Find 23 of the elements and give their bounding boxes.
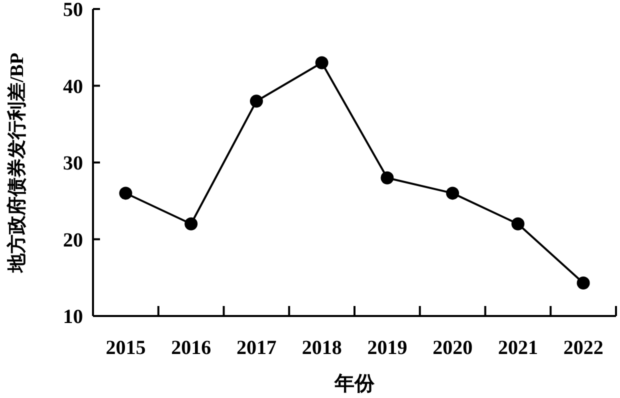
point <box>446 186 460 200</box>
x-tick-label: 2018 <box>302 337 342 359</box>
y-tick-label: 40 <box>63 76 83 98</box>
x-axis-title: 年份 <box>334 373 376 395</box>
y-tick-label: 50 <box>63 0 83 21</box>
x-tick-label: 2016 <box>171 337 212 359</box>
x-tick-label: 2017 <box>236 337 276 359</box>
y-tick-label: 20 <box>63 229 83 252</box>
point <box>315 56 328 70</box>
x-tick-label: 2022 <box>563 337 604 359</box>
y-axis-title: 地方政府债券发行利差/BP <box>6 52 28 274</box>
x-tick-label: 2021 <box>498 337 538 359</box>
x-tick-label: 2020 <box>432 337 473 359</box>
y-tick-label: 10 <box>63 306 83 328</box>
point <box>119 186 132 200</box>
point <box>576 276 590 290</box>
point <box>511 217 524 230</box>
point <box>184 217 198 230</box>
point <box>380 171 394 184</box>
point <box>250 94 263 108</box>
y-tick-label: 30 <box>63 152 83 174</box>
x-tick-label: 2015 <box>106 337 146 359</box>
x-tick-label: 2019 <box>367 337 408 359</box>
